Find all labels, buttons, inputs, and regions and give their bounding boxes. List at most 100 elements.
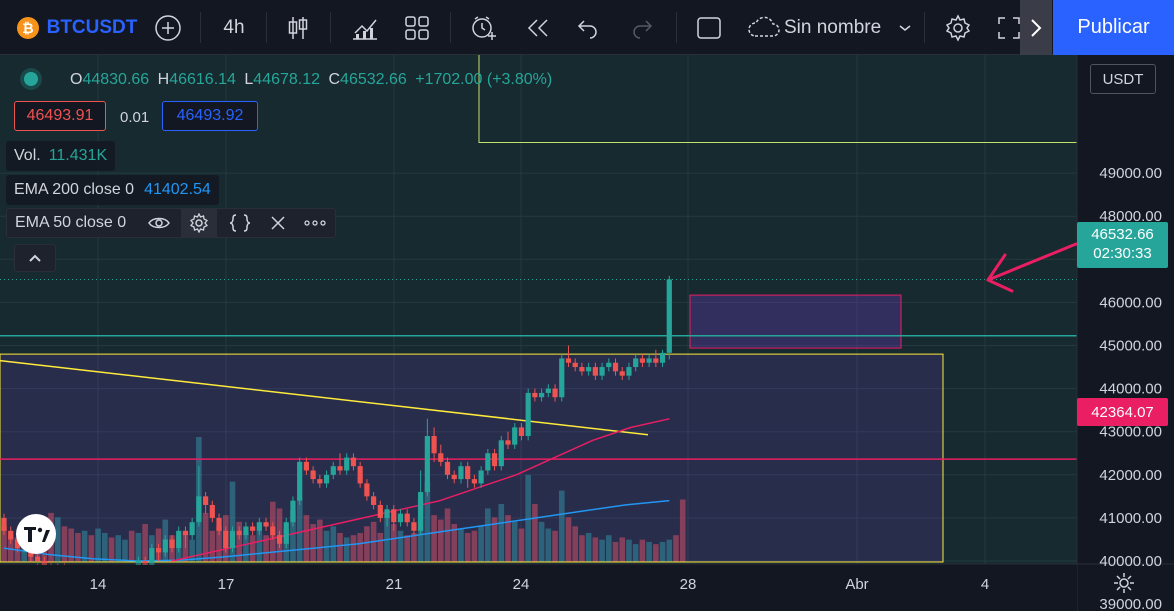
candle-body bbox=[256, 522, 262, 531]
candle-body bbox=[196, 496, 202, 523]
volume-bar bbox=[411, 532, 417, 562]
chevron-down-icon[interactable] bbox=[894, 0, 916, 55]
candle-body bbox=[518, 427, 525, 437]
high-value: 46616.14 bbox=[169, 71, 236, 88]
price-tick-label: 45000.00 bbox=[1099, 338, 1162, 355]
price-tick-label: 44000.00 bbox=[1099, 381, 1162, 398]
low-label: L bbox=[244, 71, 254, 88]
volume-bar bbox=[75, 532, 81, 562]
layout-name[interactable]: Sin nombre bbox=[784, 16, 882, 38]
price-axis[interactable] bbox=[1077, 55, 1174, 564]
candle-body bbox=[142, 561, 148, 566]
settings-gear-icon[interactable] bbox=[940, 0, 976, 55]
replay-icon[interactable] bbox=[520, 0, 556, 55]
volume-bar bbox=[565, 517, 572, 562]
candle-body bbox=[303, 461, 309, 471]
candle-body bbox=[478, 470, 484, 484]
volume-bar bbox=[330, 526, 337, 562]
time-axis-ticks: 14 17 21 24 28 Abr 4 bbox=[90, 576, 990, 593]
candles bbox=[1, 275, 672, 605]
candle-body bbox=[626, 367, 632, 376]
undo-icon[interactable] bbox=[570, 0, 606, 55]
price-chart[interactable]: 39000.00 40000.00 41000.00 42000.00 43000.00… bbox=[0, 55, 1174, 611]
price-tick-label: 41000.00 bbox=[1099, 510, 1162, 527]
alert-icon[interactable] bbox=[465, 0, 503, 55]
candle-body bbox=[411, 522, 417, 531]
volume-bar bbox=[653, 544, 659, 562]
source-code-icon[interactable] bbox=[227, 213, 253, 238]
symbol-button[interactable]: BTCUSDT bbox=[46, 16, 138, 38]
candle-body bbox=[8, 530, 14, 540]
candle-body bbox=[391, 509, 397, 523]
trend-line bbox=[0, 359, 649, 436]
ema50-legend[interactable]: EMA 50 close 0 bbox=[6, 208, 336, 238]
candle-body bbox=[371, 496, 377, 505]
interval-button[interactable]: 4h bbox=[223, 16, 245, 38]
gear-icon[interactable] bbox=[181, 209, 217, 237]
toolbar-more-chevron-icon[interactable] bbox=[1020, 0, 1052, 55]
candle-body bbox=[525, 392, 531, 437]
candles-icon[interactable] bbox=[280, 0, 316, 55]
more-icon[interactable] bbox=[303, 214, 327, 237]
volume-bar bbox=[343, 537, 350, 562]
ask-price-box[interactable]: 46493.92 bbox=[162, 101, 258, 131]
candle-body bbox=[317, 479, 323, 484]
candle-body bbox=[451, 474, 457, 480]
candle-body bbox=[203, 496, 209, 505]
bid-price-box[interactable]: 46493.91 bbox=[14, 101, 106, 131]
candle-body bbox=[290, 500, 296, 523]
fullscreen-box-icon[interactable] bbox=[690, 0, 728, 55]
publish-button[interactable]: Publicar bbox=[1053, 0, 1174, 55]
volume-bar bbox=[572, 526, 578, 562]
ema200-legend[interactable]: EMA 200 close 0 41402.54 bbox=[6, 175, 219, 205]
volume-bar bbox=[310, 524, 316, 562]
candle-body bbox=[276, 535, 283, 544]
volume-bar bbox=[679, 499, 686, 562]
candle-body bbox=[384, 509, 390, 518]
chart-pane-background bbox=[0, 55, 1077, 564]
volume-bar bbox=[552, 530, 558, 562]
ohlc-row: O44830.66 H46616.14 L44678.12 C46532.66 … bbox=[70, 71, 552, 89]
volume-bar bbox=[485, 508, 491, 562]
price-tick-label: 42000.00 bbox=[1099, 467, 1162, 484]
candle-body bbox=[498, 440, 504, 467]
candle-body bbox=[532, 392, 538, 398]
candle-body bbox=[633, 358, 639, 368]
ema200-value: 41402.54 bbox=[144, 181, 211, 198]
layout-grid-icon[interactable] bbox=[398, 0, 436, 55]
time-tick-label: 4 bbox=[981, 576, 989, 593]
expand-icon[interactable] bbox=[994, 0, 1024, 55]
axis-settings-icon[interactable] bbox=[1114, 573, 1134, 593]
volume-bar bbox=[673, 535, 679, 562]
svg-text:₿: ₿ bbox=[22, 20, 33, 36]
time-axis[interactable] bbox=[0, 565, 1077, 611]
volume-bar bbox=[538, 521, 545, 562]
candle-body bbox=[586, 367, 592, 372]
collapse-legend-button[interactable] bbox=[14, 244, 56, 272]
cloud-icon[interactable] bbox=[744, 0, 784, 55]
horizontal-line-price-tag: 42364.07 bbox=[1077, 398, 1168, 426]
candle-body bbox=[330, 466, 336, 475]
volume-bar bbox=[585, 532, 592, 562]
volume-bar bbox=[491, 517, 498, 562]
ema50-label: EMA 50 close 0 bbox=[15, 214, 127, 231]
currency-selector[interactable]: USDT bbox=[1090, 64, 1156, 94]
candle-body bbox=[176, 530, 182, 549]
candle-body bbox=[404, 513, 410, 523]
candle-body bbox=[458, 466, 464, 480]
volume-bar bbox=[558, 490, 565, 562]
volume-bar bbox=[357, 532, 363, 562]
volume-bar bbox=[612, 541, 619, 562]
indicators-icon[interactable] bbox=[346, 0, 384, 55]
compare-add-icon[interactable] bbox=[150, 0, 186, 55]
volume-bar bbox=[471, 530, 478, 562]
candle-body bbox=[1, 517, 7, 531]
volume-legend[interactable]: Vol. 11.431K bbox=[6, 141, 116, 171]
candle-body bbox=[485, 453, 491, 471]
eye-icon[interactable] bbox=[147, 213, 171, 238]
close-icon[interactable] bbox=[269, 214, 287, 237]
redo-icon[interactable] bbox=[624, 0, 660, 55]
volume-bar bbox=[229, 481, 236, 562]
price-tick-label: 46000.00 bbox=[1099, 294, 1162, 311]
candle-body bbox=[35, 556, 41, 561]
